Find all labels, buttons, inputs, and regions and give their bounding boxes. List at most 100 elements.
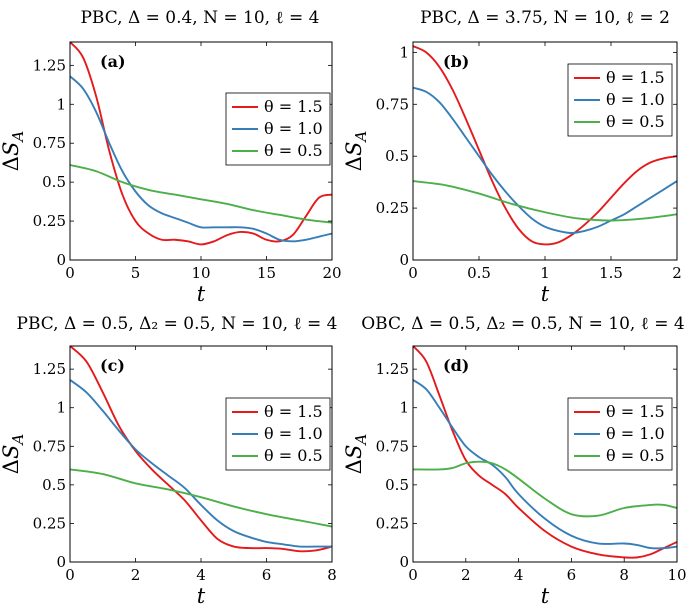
y-tick-label: 0.75 (376, 95, 409, 113)
y-axis-label: ΔSA (342, 131, 370, 172)
y-axis-label: ΔSA (0, 434, 27, 475)
legend-label-blue: θ = 1.0 (606, 424, 665, 443)
series-line-blue-a (70, 75, 332, 243)
series-line-green-a (70, 164, 332, 224)
x-axis-label: t (541, 282, 550, 306)
x-axis-label: t (197, 282, 206, 306)
x-tick-label: 4 (514, 566, 524, 584)
y-tick-label: 1.25 (376, 360, 409, 378)
x-axis-label: t (197, 584, 206, 608)
panel-label-d: (d) (443, 356, 469, 375)
series-group-b (413, 45, 677, 246)
panel-b-title: PBC, Δ = 3.75, N = 10, ℓ = 2 (420, 8, 670, 28)
legend-label-green: θ = 0.5 (264, 446, 323, 465)
x-tick-label: 10 (667, 566, 686, 584)
x-tick-label: 10 (191, 264, 210, 282)
legend-label-green: θ = 0.5 (606, 112, 665, 131)
y-tick-label: 0.75 (376, 437, 409, 455)
y-tick-label: 0.75 (33, 437, 66, 455)
legend-label-red: θ = 1.5 (264, 97, 323, 116)
panel-label-c: (c) (100, 356, 125, 375)
x-tick-label: 20 (322, 264, 341, 282)
series-line-blue-c (70, 378, 332, 548)
x-tick-label: 1 (540, 264, 550, 282)
y-tick-label: 1 (56, 399, 66, 417)
x-tick-label: 8 (327, 566, 337, 584)
y-tick-label: 0 (399, 553, 409, 571)
panel-d-title: OBC, Δ = 0.5, Δ₂ = 0.5, N = 10, ℓ = 4 (361, 314, 685, 334)
x-axis-label: t (541, 584, 550, 608)
plot-frame-d (412, 345, 678, 563)
panel-a-title: PBC, Δ = 0.4, N = 10, ℓ = 4 (80, 8, 319, 28)
x-tick-label: 8 (619, 566, 629, 584)
legend-c: θ = 1.5 θ = 1.0 θ = 0.5 (225, 397, 331, 471)
y-tick-label: 0.25 (33, 514, 66, 532)
panel-d: OBC, Δ = 0.5, Δ₂ = 0.5, N = 10, ℓ = 4 0 2… (342, 314, 687, 608)
series-line-green-c (70, 468, 332, 528)
series-line-blue-d (413, 378, 677, 550)
x-tick-label: 2 (672, 264, 682, 282)
x-tick-label: 0.5 (467, 264, 491, 282)
y-tick-label: 0.25 (376, 199, 409, 217)
x-tick-label: 6 (262, 566, 272, 584)
y-axis-label: ΔSA (342, 434, 370, 475)
legend-label-blue: θ = 1.0 (264, 119, 323, 138)
y-tick-label: 0 (56, 251, 66, 269)
x-tick-label: 1.5 (599, 264, 623, 282)
y-tick-label: 1 (399, 399, 409, 417)
series-line-red-b (413, 45, 677, 246)
series-line-green-b (413, 180, 677, 222)
x-tick-label: 5 (131, 264, 141, 282)
y-tick-label: 1.25 (33, 360, 66, 378)
legend-label-red: θ = 1.5 (606, 68, 665, 87)
legend-d: θ = 1.5 θ = 1.0 θ = 0.5 (567, 397, 673, 471)
y-tick-label: 1.25 (33, 56, 66, 74)
series-group-a (70, 42, 332, 246)
x-tick-label: 0 (65, 566, 75, 584)
series-line-red-c (70, 346, 332, 553)
series-line-green-d (413, 460, 677, 518)
y-tick-label: 0.75 (33, 134, 66, 152)
legend-b: θ = 1.5 θ = 1.0 θ = 0.5 (567, 63, 673, 137)
panel-label-a: (a) (100, 52, 126, 71)
y-tick-label: 0.5 (385, 147, 409, 165)
legend-label-red: θ = 1.5 (264, 402, 323, 421)
panel-b: PBC, Δ = 3.75, N = 10, ℓ = 2 0 0.5 1 1.5 2 0 0… (342, 8, 682, 306)
series-group-d (413, 346, 677, 559)
y-tick-label: 1 (56, 95, 66, 113)
series-group-c (70, 346, 332, 553)
x-tick-label: 6 (567, 566, 577, 584)
y-tick-label: 1 (399, 43, 409, 61)
y-tick-label: 0.5 (42, 173, 66, 191)
legend-label-blue: θ = 1.0 (606, 90, 665, 109)
panel-label-b: (b) (443, 52, 469, 71)
x-tick-label: 2 (131, 566, 141, 584)
y-tick-label: 0.25 (376, 514, 409, 532)
legend-a: θ = 1.5 θ = 1.0 θ = 0.5 (225, 92, 331, 166)
y-tick-label: 0 (56, 553, 66, 571)
y-tick-label: 0.25 (33, 212, 66, 230)
x-tick-label: 4 (196, 566, 206, 584)
legend-label-blue: θ = 1.0 (264, 424, 323, 443)
y-axis-label: ΔSA (0, 131, 27, 172)
x-tick-label: 0 (408, 566, 418, 584)
legend-label-green: θ = 0.5 (264, 141, 323, 160)
x-tick-label: 15 (257, 264, 276, 282)
y-tick-label: 0.5 (385, 476, 409, 494)
legend-label-green: θ = 0.5 (606, 446, 665, 465)
y-tick-label: 0.5 (42, 476, 66, 494)
panel-c: PBC, Δ = 0.5, Δ₂ = 0.5, N = 10, ℓ = 4 0 2… (0, 314, 338, 608)
series-line-red-a (70, 42, 332, 246)
series-line-blue-b (413, 86, 677, 234)
panel-a: PBC, Δ = 0.4, N = 10, ℓ = 4 0 5 10 15 20 0 0.2… (0, 8, 342, 306)
x-tick-label: 2 (461, 566, 471, 584)
panel-c-title: PBC, Δ = 0.5, Δ₂ = 0.5, N = 10, ℓ = 4 (17, 314, 338, 334)
legend-label-red: θ = 1.5 (606, 402, 665, 421)
x-tick-label: 0 (65, 264, 75, 282)
x-tick-label: 0 (408, 264, 418, 282)
